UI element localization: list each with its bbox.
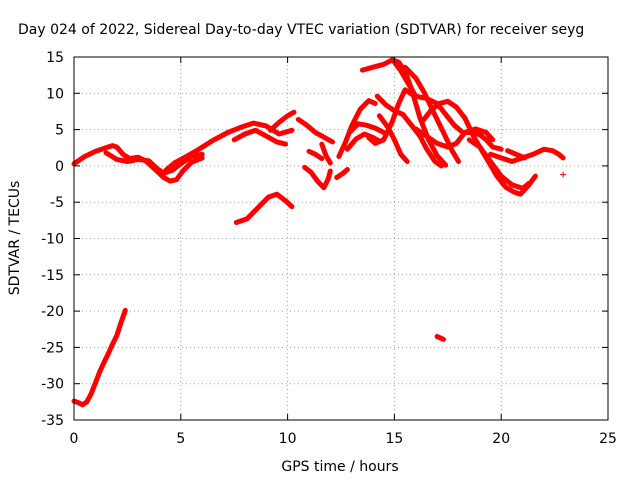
y-tick-label: -15 (41, 268, 64, 284)
x-axis-title: GPS time / hours (281, 459, 398, 475)
y-tick-label: -25 (41, 340, 64, 356)
data-series-arc-23 (466, 137, 532, 191)
data-series-arc-18 (376, 113, 410, 164)
data-series-arc-10 (306, 148, 325, 162)
data-series-arc-11 (334, 167, 350, 180)
y-tick-label: 15 (46, 50, 64, 66)
data-series-arc-14 (344, 131, 382, 152)
data-point-arc-27 (560, 171, 567, 178)
x-tick-label: 15 (385, 431, 403, 447)
y-tick-label: -20 (41, 304, 64, 320)
data-series-arc-05 (233, 191, 295, 225)
data-series-arc-25 (505, 148, 528, 161)
y-tick-label: -35 (41, 413, 64, 429)
y-tick-label: 5 (55, 123, 64, 139)
x-tick-label: 25 (599, 431, 617, 447)
data-series-arc-21 (413, 126, 496, 150)
data-series-arc-26 (434, 334, 446, 342)
data-series-arc-24 (488, 146, 566, 164)
x-tick-label: 10 (279, 431, 297, 447)
y-tick-label: 0 (55, 159, 64, 175)
data-series-arc-08 (302, 164, 333, 191)
x-tick-label: 20 (492, 431, 510, 447)
x-tick-label: 0 (70, 431, 79, 447)
data-series-arc-17 (374, 93, 444, 169)
y-tick-label: -5 (50, 195, 64, 211)
data-series-arc-19 (391, 59, 504, 152)
y-axis-title: SDTVAR / TECUs (7, 181, 23, 296)
data-traces (71, 57, 567, 408)
y-tick-label: 10 (46, 86, 64, 102)
x-tick-label: 5 (176, 431, 185, 447)
data-series-arc-15 (366, 87, 414, 146)
data-series-arc-07 (295, 116, 335, 145)
data-series-arc-09 (319, 141, 333, 166)
y-tick-label: -10 (41, 232, 64, 248)
data-series-arc-06 (268, 109, 297, 133)
data-series-arc-13 (347, 121, 387, 135)
chart-title: Day 024 of 2022, Sidereal Day-to-day VTE… (18, 22, 584, 38)
y-tick-label: -30 (41, 377, 64, 393)
data-series-arc-28 (71, 307, 128, 408)
data-series-arc-16 (359, 57, 449, 168)
data-series-arc-04 (231, 127, 288, 147)
data-series-arc-12 (336, 98, 378, 159)
axis-ticks (73, 56, 609, 421)
data-series-arc-02 (103, 150, 205, 176)
tick-labels: 0 5 10 15 20 25 15 10 5 0 -5 -10 -15 -20 -25 -30 -35 (41, 50, 617, 447)
